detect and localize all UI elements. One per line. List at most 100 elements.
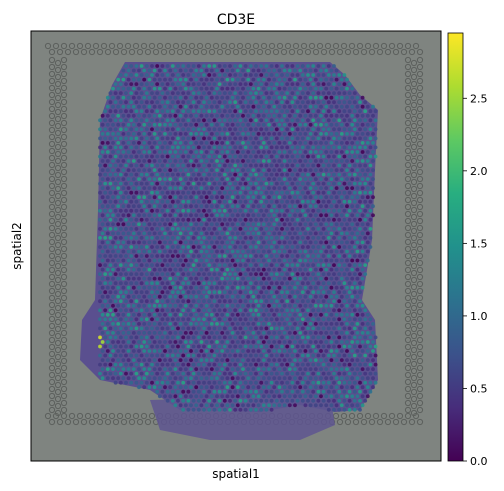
expression-spot: [163, 95, 167, 100]
expression-spot: [131, 367, 136, 371]
expression-spot: [267, 267, 271, 272]
expression-spot: [350, 367, 355, 371]
expression-spot: [352, 118, 357, 123]
expression-spot: [124, 326, 128, 331]
expression-spot: [285, 380, 290, 385]
expression-spot: [259, 389, 264, 394]
expression-spot: [290, 136, 295, 141]
expression-spot: [339, 159, 344, 163]
expression-spot: [345, 322, 349, 326]
expression-spot: [186, 91, 191, 95]
expression-spot: [277, 213, 282, 218]
expression-spot: [142, 276, 147, 281]
expression-spot: [134, 317, 139, 322]
fiducial-spot: [48, 238, 56, 246]
expression-spot: [147, 186, 152, 191]
expression-spot: [144, 181, 149, 186]
expression-spot: [347, 407, 352, 412]
expression-spot: [126, 222, 131, 227]
expression-spot: [199, 222, 204, 227]
expression-spot: [222, 136, 227, 141]
expression-spot: [282, 385, 287, 390]
expression-spot: [152, 95, 157, 100]
expression-spot: [235, 312, 240, 317]
expression-spot: [181, 353, 186, 358]
fiducial-spot: [184, 48, 192, 56]
expression-spot: [290, 100, 295, 105]
expression-spot: [337, 127, 342, 132]
expression-spot: [274, 163, 279, 168]
expression-spot: [137, 113, 141, 118]
expression-spot: [189, 340, 193, 344]
expression-spot: [181, 326, 186, 331]
expression-spot: [152, 113, 157, 118]
expression-spot: [324, 294, 329, 299]
fiducial-spot: [204, 42, 212, 50]
expression-spot: [165, 136, 170, 141]
expression-spot: [181, 380, 186, 385]
expression-spot: [137, 358, 141, 362]
expression-spot: [264, 362, 269, 367]
expression-spot: [363, 100, 368, 105]
fiducial-spot: [416, 84, 424, 92]
expression-spot: [212, 145, 217, 150]
expression-spot: [326, 227, 331, 231]
expression-spot: [113, 181, 118, 186]
expression-spot: [373, 118, 378, 123]
expression-spot: [142, 168, 147, 173]
expression-spot: [326, 100, 331, 105]
expression-spot: [124, 100, 128, 105]
expression-spot: [350, 150, 355, 154]
fiducial-spot: [404, 91, 412, 99]
expression-spot: [134, 208, 139, 213]
expression-spot: [337, 109, 342, 114]
expression-spot: [342, 380, 347, 385]
expression-spot: [199, 95, 204, 100]
expression-spot: [347, 353, 352, 358]
expression-spot: [285, 353, 290, 358]
expression-spot: [300, 326, 305, 331]
expression-spot: [358, 380, 362, 385]
expression-spot: [126, 285, 131, 290]
expression-spot: [355, 132, 360, 136]
expression-spot: [241, 249, 245, 254]
expression-spot: [230, 276, 235, 281]
expression-spot: [163, 385, 167, 390]
fiducial-spot: [410, 283, 418, 291]
expression-spot: [332, 145, 336, 150]
expression-spot: [306, 181, 310, 186]
expression-spot: [165, 217, 170, 222]
expression-spot: [306, 199, 310, 204]
expression-spot: [150, 344, 154, 349]
expression-spot: [212, 154, 217, 159]
expression-spot: [108, 371, 113, 376]
expression-spot: [144, 163, 149, 168]
expression-spot: [261, 231, 266, 236]
fiducial-spot: [416, 329, 424, 337]
expression-spot: [285, 362, 290, 367]
expression-spot: [209, 77, 214, 82]
expression-spot: [129, 227, 134, 231]
expression-spot: [290, 398, 295, 403]
expression-spot: [222, 362, 227, 367]
expression-spot: [267, 168, 271, 173]
fiducial-spot: [416, 126, 424, 134]
expression-spot: [295, 109, 300, 114]
expression-spot: [300, 118, 305, 123]
expression-spot: [256, 403, 261, 408]
expression-spot: [204, 86, 209, 91]
expression-spot: [228, 127, 232, 132]
expression-spot: [352, 217, 357, 222]
expression-spot: [105, 276, 110, 281]
expression-spot: [160, 362, 165, 367]
fiducial-spot: [416, 406, 424, 414]
expression-spot: [230, 186, 235, 191]
expression-spot: [181, 344, 186, 349]
expression-spot: [277, 258, 282, 263]
expression-spot: [345, 294, 349, 299]
expression-spot: [144, 254, 149, 258]
expression-spot: [235, 322, 240, 326]
expression-spot: [168, 177, 173, 182]
expression-spot: [334, 294, 339, 299]
expression-spot: [228, 245, 232, 249]
